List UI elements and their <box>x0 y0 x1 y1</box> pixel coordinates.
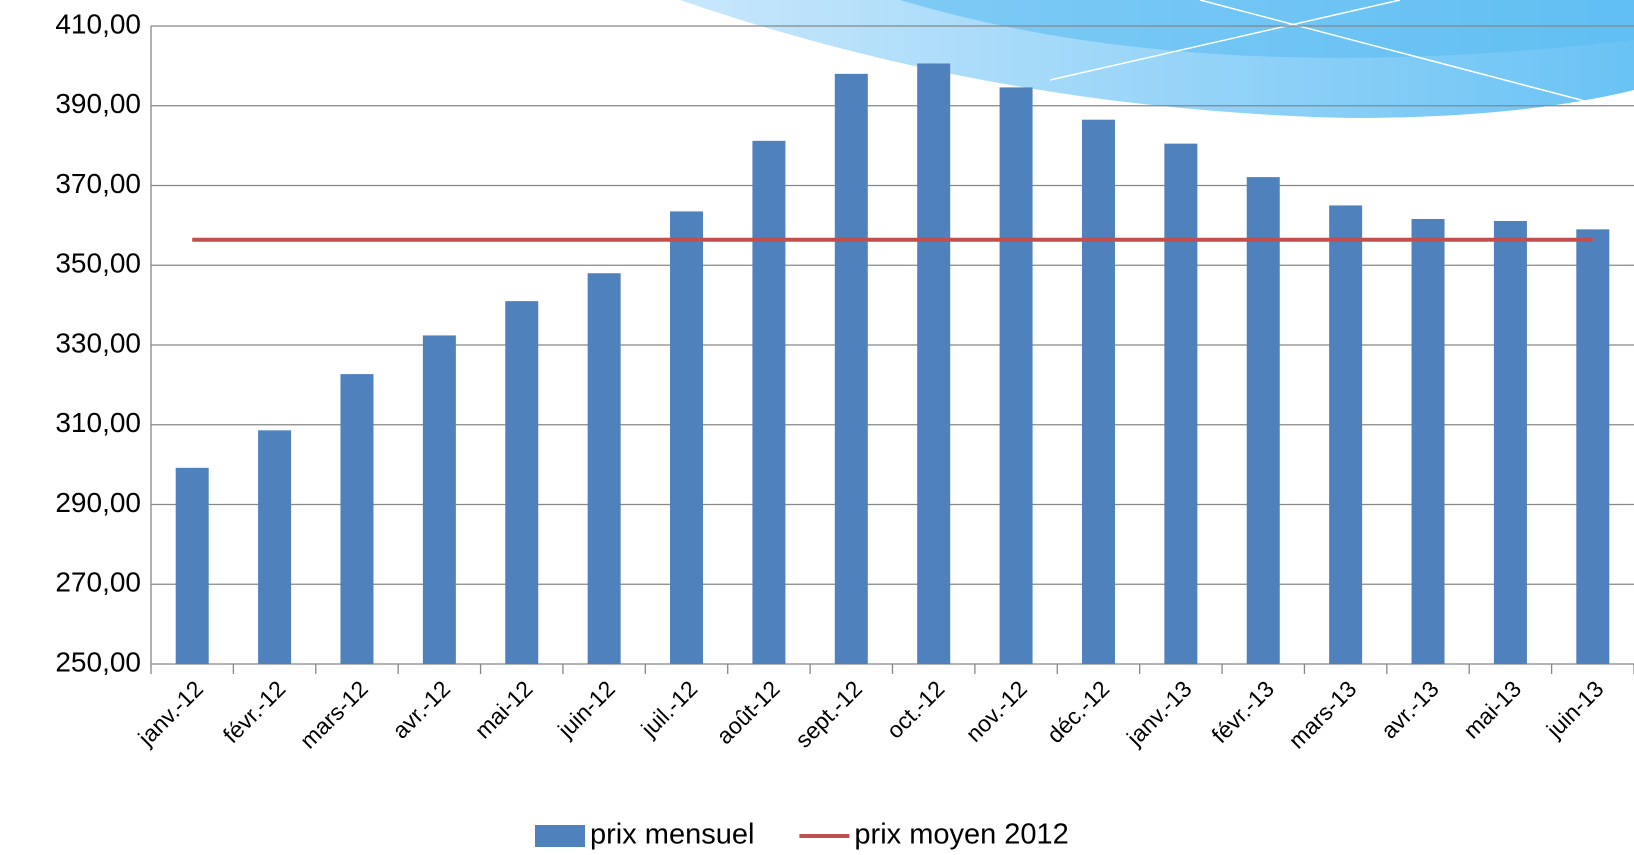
bar <box>422 335 456 664</box>
bar <box>670 211 704 664</box>
x-tick-label: août-12 <box>711 675 785 749</box>
legend-label: prix moyen 2012 <box>854 819 1068 851</box>
x-tick-label: mai-12 <box>469 675 537 743</box>
x-tick-label: juin-13 <box>1541 675 1609 743</box>
x-tick-label: déc.-12 <box>1042 675 1115 748</box>
y-tick-label: 250,00 <box>55 646 141 677</box>
bar <box>1164 143 1198 665</box>
y-tick-label: 370,00 <box>55 168 141 199</box>
x-tick-label: janv.-12 <box>132 675 208 751</box>
y-tick-label: 350,00 <box>55 248 141 279</box>
bar <box>1081 119 1115 665</box>
bar <box>505 301 539 664</box>
y-tick-label: 270,00 <box>55 567 141 598</box>
bar <box>1576 229 1610 665</box>
x-tick-label: janv.-13 <box>1121 675 1197 751</box>
x-tick-label: avr.-12 <box>387 675 455 743</box>
legend-label: prix mensuel <box>590 819 754 851</box>
bar <box>1329 205 1363 664</box>
x-tick-label: mars-13 <box>1283 675 1361 753</box>
y-tick-label: 310,00 <box>55 407 141 438</box>
y-tick-label: 410,00 <box>55 8 141 39</box>
bar <box>834 73 868 665</box>
bar <box>752 140 786 665</box>
decoration-line <box>1049 0 1601 106</box>
x-tick-label: oct.-12 <box>881 675 949 743</box>
bar <box>258 430 292 664</box>
bar <box>917 63 951 665</box>
bar <box>1493 220 1527 664</box>
bar <box>1246 177 1280 664</box>
y-tick-label: 330,00 <box>55 327 141 358</box>
y-tick-label: 290,00 <box>55 487 141 518</box>
bar <box>340 374 374 664</box>
bar <box>587 273 621 664</box>
x-tick-label: avr.-13 <box>1376 675 1444 743</box>
x-tick-label: févr.-12 <box>218 675 291 748</box>
x-tick-label: sept.-12 <box>790 675 867 752</box>
x-tick-label: juin-12 <box>552 675 620 743</box>
x-tick-label: nov.-12 <box>960 675 1031 746</box>
bar <box>175 467 209 664</box>
decoration-wave <box>900 0 1634 58</box>
legend-swatch <box>535 825 585 847</box>
x-tick-label: juil.-12 <box>635 675 702 742</box>
legend: prix mensuel prix moyen 2012 <box>535 819 1069 851</box>
x-tick-label: févr.-13 <box>1206 675 1279 748</box>
bar <box>1411 218 1445 664</box>
x-tick-label: mars-12 <box>295 675 373 753</box>
y-tick-label: 390,00 <box>55 88 141 119</box>
plot <box>175 63 1610 665</box>
bar <box>999 87 1033 665</box>
x-tick-label: mai-13 <box>1458 675 1526 743</box>
